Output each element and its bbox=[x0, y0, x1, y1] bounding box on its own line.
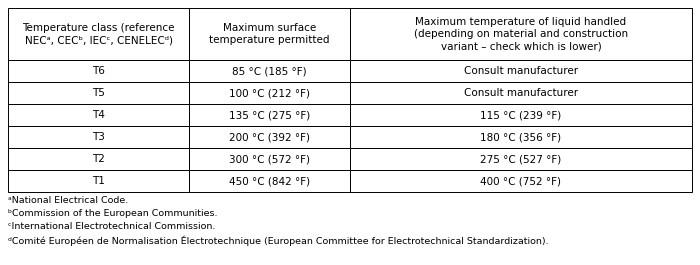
Text: T5: T5 bbox=[92, 88, 105, 98]
Text: Consult manufacturer: Consult manufacturer bbox=[464, 88, 578, 98]
Text: 450 °C (842 °F): 450 °C (842 °F) bbox=[229, 176, 310, 186]
Bar bbox=[189, 170, 350, 192]
Text: 100 °C (212 °F): 100 °C (212 °F) bbox=[229, 88, 310, 98]
Text: 115 °C (239 °F): 115 °C (239 °F) bbox=[480, 110, 561, 120]
Bar bbox=[350, 126, 692, 148]
Text: 85 °C (185 °F): 85 °C (185 °F) bbox=[232, 66, 307, 76]
Text: 200 °C (392 °F): 200 °C (392 °F) bbox=[229, 132, 310, 142]
Bar bbox=[189, 60, 350, 82]
Bar bbox=[189, 126, 350, 148]
Bar bbox=[350, 82, 692, 104]
Text: Consult manufacturer: Consult manufacturer bbox=[464, 66, 578, 76]
Bar bbox=[8, 60, 189, 82]
Text: ᵃNational Electrical Code.: ᵃNational Electrical Code. bbox=[8, 196, 128, 205]
Text: ᵇCommission of the European Communities.: ᵇCommission of the European Communities. bbox=[8, 209, 218, 218]
Bar bbox=[189, 82, 350, 104]
Text: T3: T3 bbox=[92, 132, 105, 142]
Bar bbox=[189, 104, 350, 126]
Text: T2: T2 bbox=[92, 154, 105, 164]
Text: 400 °C (752 °F): 400 °C (752 °F) bbox=[480, 176, 561, 186]
Text: T4: T4 bbox=[92, 110, 105, 120]
Text: Temperature class (reference
NECᵃ, CECᵇ, IECᶜ, CENELECᵈ): Temperature class (reference NECᵃ, CECᵇ,… bbox=[22, 23, 175, 45]
Text: T1: T1 bbox=[92, 176, 105, 186]
Text: 300 °C (572 °F): 300 °C (572 °F) bbox=[229, 154, 310, 164]
Bar bbox=[350, 148, 692, 170]
Bar bbox=[8, 170, 189, 192]
Bar bbox=[8, 8, 189, 60]
Text: ᵈComité Européen de Normalisation Électrotechnique (European Committee for Elect: ᵈComité Européen de Normalisation Électr… bbox=[8, 235, 549, 245]
Text: 180 °C (356 °F): 180 °C (356 °F) bbox=[480, 132, 561, 142]
Bar bbox=[189, 148, 350, 170]
Text: T6: T6 bbox=[92, 66, 105, 76]
Text: ᶜInternational Electrotechnical Commission.: ᶜInternational Electrotechnical Commissi… bbox=[8, 222, 216, 231]
Text: 135 °C (275 °F): 135 °C (275 °F) bbox=[229, 110, 310, 120]
Text: Maximum surface
temperature permitted: Maximum surface temperature permitted bbox=[209, 23, 330, 45]
Bar bbox=[8, 82, 189, 104]
Bar bbox=[350, 104, 692, 126]
Bar bbox=[350, 60, 692, 82]
Bar bbox=[8, 148, 189, 170]
Bar bbox=[350, 8, 692, 60]
Text: Maximum temperature of liquid handled
(depending on material and construction
va: Maximum temperature of liquid handled (d… bbox=[414, 17, 628, 51]
Bar bbox=[189, 8, 350, 60]
Bar bbox=[8, 126, 189, 148]
Text: 275 °C (527 °F): 275 °C (527 °F) bbox=[480, 154, 561, 164]
Bar bbox=[350, 170, 692, 192]
Bar bbox=[8, 104, 189, 126]
